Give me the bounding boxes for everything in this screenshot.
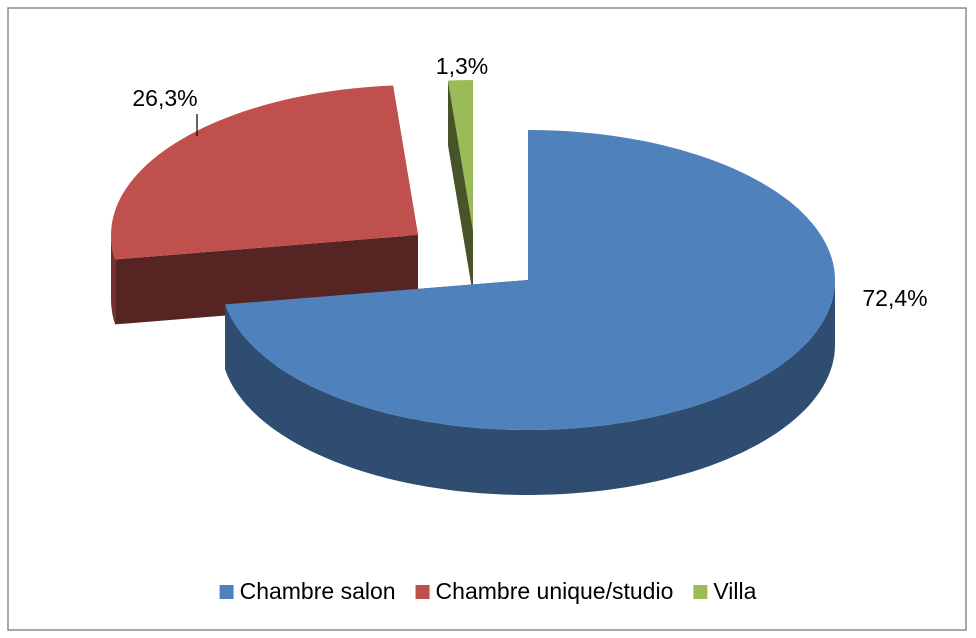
legend-item: Chambre salon bbox=[219, 578, 396, 604]
slice bbox=[111, 85, 418, 260]
data-label: 72,4% bbox=[862, 285, 927, 311]
slice-cut-face bbox=[448, 80, 473, 295]
legend-swatch bbox=[415, 585, 430, 599]
legend-item: Chambre unique/studio bbox=[415, 578, 674, 604]
slice-side bbox=[225, 280, 836, 495]
legend-label: Villa bbox=[713, 578, 756, 604]
legend-label: Chambre salon bbox=[240, 578, 396, 604]
data-label: 1,3% bbox=[436, 53, 488, 79]
legend: Chambre salon Chambre unique/studio Villa bbox=[219, 578, 757, 604]
legend-swatch bbox=[219, 585, 234, 599]
legend-item: Villa bbox=[693, 578, 757, 604]
slice bbox=[225, 130, 836, 430]
slice bbox=[448, 80, 473, 230]
slice-side bbox=[111, 235, 116, 325]
data-label: 26,3% bbox=[132, 85, 197, 111]
legend-label: Chambre unique/studio bbox=[436, 578, 674, 604]
labels: 26,3% 1,3% 72,4% bbox=[132, 53, 927, 311]
pie bbox=[111, 80, 836, 495]
legend-swatch bbox=[693, 585, 708, 599]
